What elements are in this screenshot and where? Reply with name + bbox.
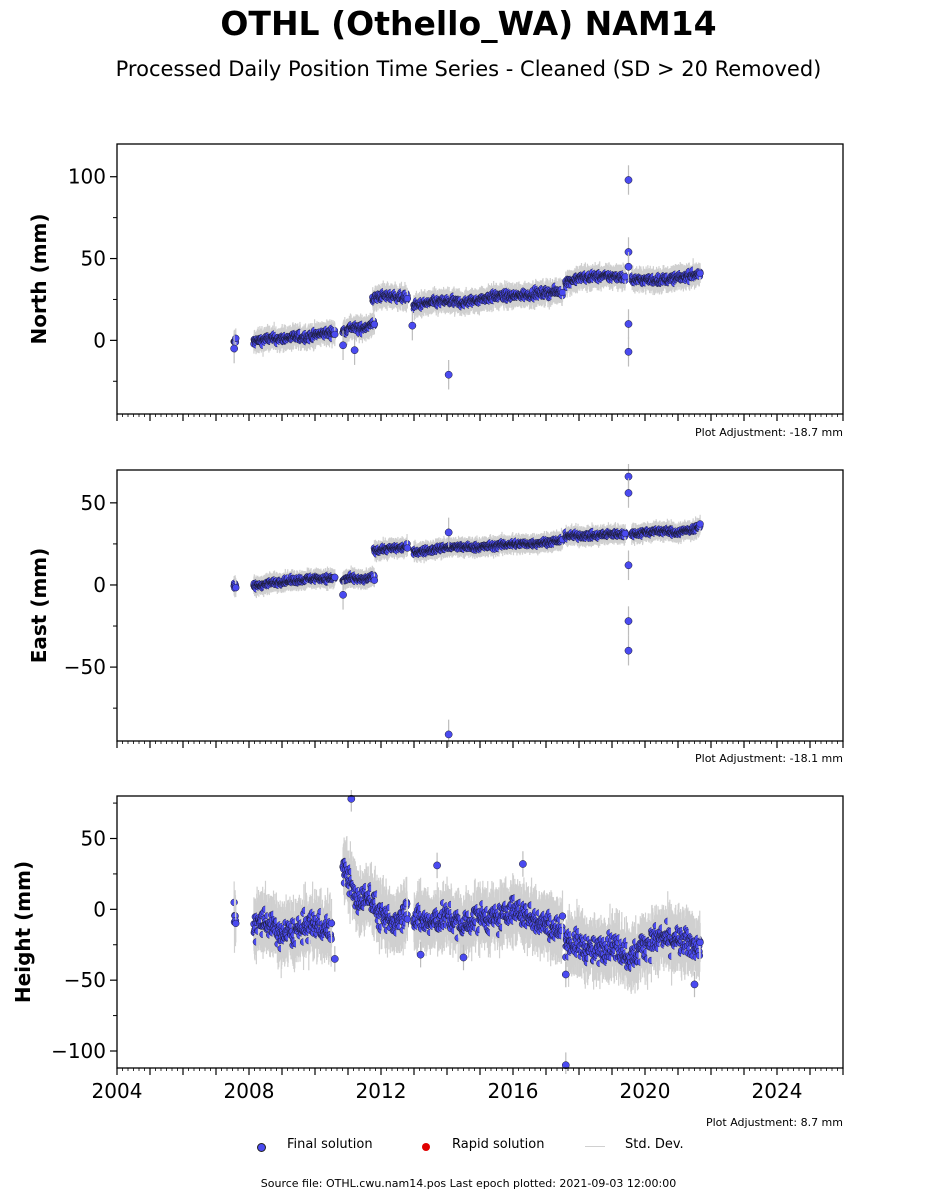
outlier-point bbox=[624, 347, 633, 356]
final-solution-point bbox=[403, 544, 412, 552]
final-solution-point bbox=[331, 573, 339, 581]
final-solution-point bbox=[696, 269, 704, 277]
data-points bbox=[230, 464, 704, 747]
data-points bbox=[230, 165, 704, 390]
y-tick-label: 100 bbox=[68, 165, 106, 189]
outlier-point bbox=[624, 176, 633, 184]
final-solution-point bbox=[621, 529, 629, 538]
plot-adjustment-note: Plot Adjustment: -18.7 mm bbox=[695, 426, 843, 439]
y-tick-label: 0 bbox=[93, 328, 106, 352]
outlier-point bbox=[408, 321, 417, 330]
final-solution-point bbox=[331, 330, 339, 339]
chart-title: OTHL (Othello_WA) NAM14 bbox=[220, 4, 717, 43]
panel-0: 0 50 100 North (mm) Plot Adjustment: -18.7 m… bbox=[27, 143, 844, 439]
final-solution-point bbox=[403, 294, 412, 303]
final-solution-point bbox=[232, 334, 240, 342]
outlier-point bbox=[350, 346, 359, 355]
chart-subtitle: Processed Daily Position Time Series - C… bbox=[115, 57, 822, 81]
outlier-point bbox=[444, 370, 453, 379]
outlier-point bbox=[624, 262, 633, 271]
outlier-point bbox=[624, 320, 633, 328]
outlier-point bbox=[230, 344, 238, 353]
final-solution-point bbox=[232, 584, 240, 592]
final-solution-point bbox=[370, 576, 379, 584]
axes-frame bbox=[116, 143, 844, 415]
final-solution-point bbox=[621, 273, 629, 281]
outlier-point bbox=[339, 341, 347, 350]
final-solution-point bbox=[370, 320, 379, 328]
y-axis-label: North (mm) bbox=[27, 213, 51, 344]
y-tick-label: 50 bbox=[81, 247, 106, 271]
